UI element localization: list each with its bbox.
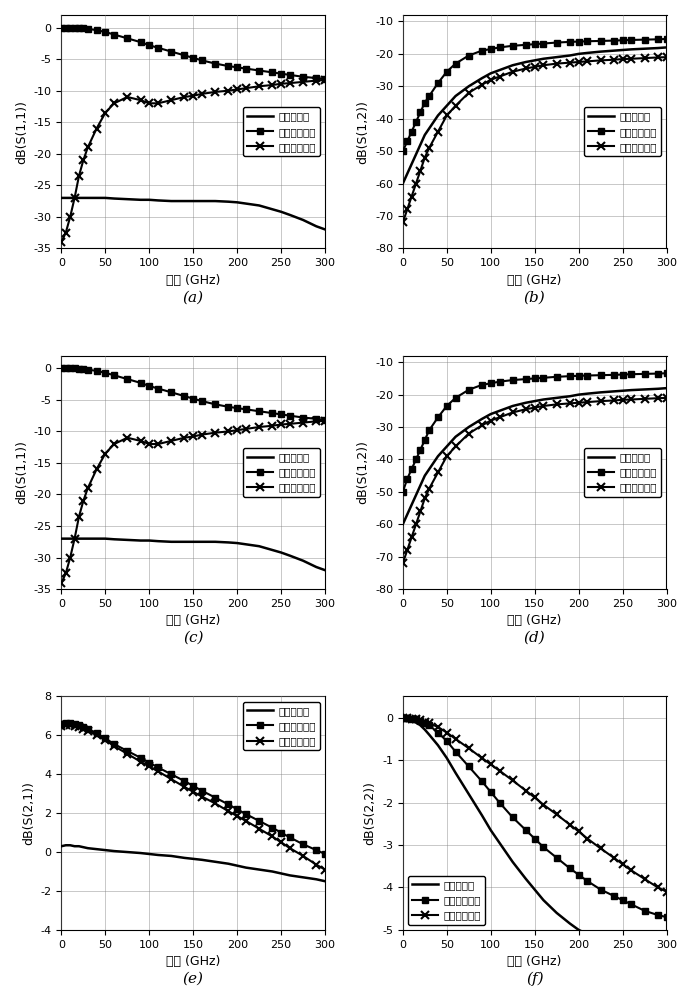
- Text: (e): (e): [183, 972, 203, 986]
- Y-axis label: dB(S(2,1)): dB(S(2,1)): [22, 781, 35, 845]
- Legend: 本专利结构, 传统共射结构, 传统共基结构: 本专利结构, 传统共射结构, 传统共基结构: [243, 702, 320, 750]
- Text: (b): (b): [524, 290, 545, 304]
- Legend: 本专利结构, 传统共射结构, 传统共基结构: 本专利结构, 传统共射结构, 传统共基结构: [408, 876, 485, 925]
- Legend: 本专利结构, 传统共射结构, 传统共基结构: 本专利结构, 传统共射结构, 传统共基结构: [584, 107, 662, 156]
- Y-axis label: dB(S(1,2)): dB(S(1,2)): [356, 100, 370, 164]
- Text: (d): (d): [524, 631, 545, 645]
- Text: (f): (f): [526, 972, 543, 986]
- Y-axis label: dB(S(1,2)): dB(S(1,2)): [356, 440, 370, 504]
- X-axis label: 频率 (GHz): 频率 (GHz): [507, 955, 562, 968]
- Y-axis label: dB(S(1,1)): dB(S(1,1)): [15, 440, 28, 504]
- Y-axis label: dB(S(1,1)): dB(S(1,1)): [15, 100, 28, 164]
- X-axis label: 频率 (GHz): 频率 (GHz): [166, 614, 221, 627]
- Legend: 本专利结构, 传统共射结构, 传统共基结构: 本专利结构, 传统共射结构, 传统共基结构: [243, 107, 320, 156]
- X-axis label: 频率 (GHz): 频率 (GHz): [507, 614, 562, 627]
- X-axis label: 频率 (GHz): 频率 (GHz): [166, 274, 221, 287]
- Legend: 本专利结构, 传统共射结构, 传统共基结构: 本专利结构, 传统共射结构, 传统共基结构: [584, 448, 662, 497]
- Text: (c): (c): [183, 631, 203, 645]
- Legend: 本专利结构, 传统共射结构, 传统共基结构: 本专利结构, 传统共射结构, 传统共基结构: [243, 448, 320, 497]
- X-axis label: 频率 (GHz): 频率 (GHz): [166, 955, 221, 968]
- X-axis label: 频率 (GHz): 频率 (GHz): [507, 274, 562, 287]
- Text: (a): (a): [183, 290, 204, 304]
- Y-axis label: dB(S(2,2)): dB(S(2,2)): [363, 781, 376, 845]
